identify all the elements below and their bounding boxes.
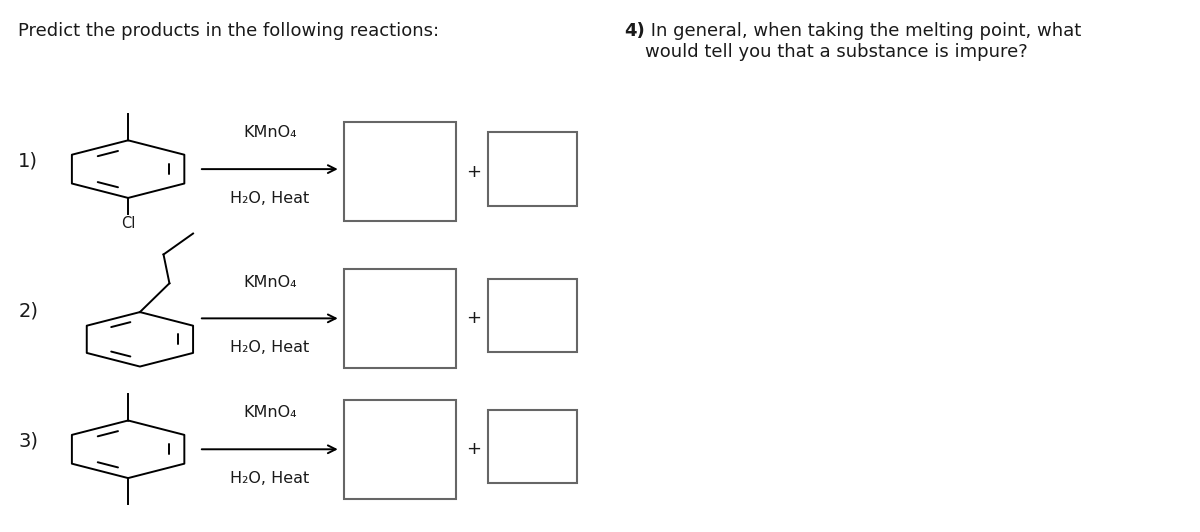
Bar (488, 279, 577, 352)
Bar (488, 132, 577, 206)
Text: +: + (467, 440, 481, 458)
Text: 2): 2) (18, 301, 38, 320)
Bar (344, 269, 456, 368)
Text: H₂O, Heat: H₂O, Heat (230, 471, 310, 486)
Text: Cl: Cl (121, 216, 136, 231)
Bar (488, 410, 577, 483)
Text: KMnO₄: KMnO₄ (242, 126, 296, 140)
Text: H₂O, Heat: H₂O, Heat (230, 340, 310, 355)
Bar (344, 400, 456, 499)
Text: 1): 1) (18, 152, 38, 171)
Text: 3): 3) (18, 432, 38, 451)
Text: +: + (467, 310, 481, 327)
Text: +: + (467, 163, 481, 181)
Text: Predict the products in the following reactions:: Predict the products in the following re… (18, 22, 439, 40)
Text: In general, when taking the melting point, what
would tell you that a substance : In general, when taking the melting poin… (646, 22, 1081, 61)
Text: KMnO₄: KMnO₄ (242, 405, 296, 420)
Text: 4): 4) (624, 22, 644, 40)
Text: KMnO₄: KMnO₄ (242, 275, 296, 289)
Text: H₂O, Heat: H₂O, Heat (230, 191, 310, 206)
Bar (344, 122, 456, 221)
